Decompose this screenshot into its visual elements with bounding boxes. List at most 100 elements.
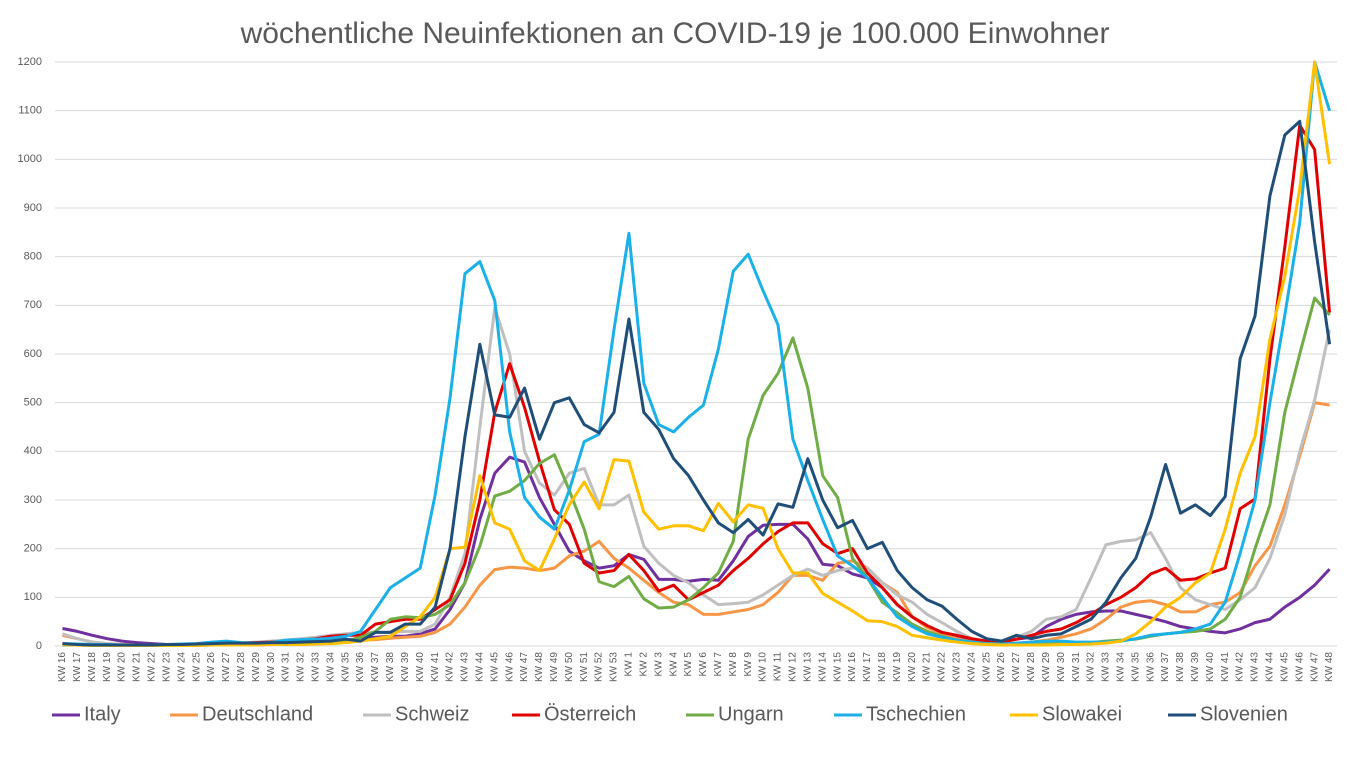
legend-label: Ungarn	[718, 703, 784, 725]
x-tick-label: KW 19	[892, 652, 903, 682]
legend-label: Tschechien	[866, 703, 966, 725]
y-tick-label: 1200	[18, 56, 42, 68]
x-tick-label: KW 31	[281, 652, 292, 682]
x-tick-label: KW 7	[713, 652, 724, 677]
x-tick-label: KW 42	[445, 652, 456, 682]
x-tick-label: KW 44	[1265, 652, 1276, 682]
x-tick-label: KW 42	[1235, 652, 1246, 682]
x-tick-label: KW 38	[385, 652, 396, 682]
legend-label: Österreich	[544, 703, 636, 725]
x-tick-label: KW 24	[176, 652, 187, 682]
x-tick-label: KW 47	[1309, 652, 1320, 682]
series-line	[62, 296, 1331, 648]
x-tick-label: KW 24	[966, 652, 977, 682]
x-tick-label: KW 21	[132, 652, 143, 682]
x-tick-label: KW 4	[668, 652, 679, 677]
legend-label: Italy	[84, 703, 121, 725]
legend-label: Slowakei	[1042, 703, 1122, 725]
x-tick-label: KW 30	[1056, 652, 1067, 682]
x-tick-label: KW 17	[862, 652, 873, 682]
x-tick-label: KW 13	[802, 652, 813, 682]
x-tick-label: KW 23	[952, 652, 963, 682]
x-tick-label: KW 29	[251, 652, 262, 682]
x-tick-label: KW 28	[1026, 652, 1037, 682]
y-tick-label: 400	[24, 445, 42, 457]
x-tick-label: KW 23	[161, 652, 172, 682]
y-tick-label: 0	[36, 640, 42, 652]
x-tick-label: KW 29	[1041, 652, 1052, 682]
x-tick-label: KW 36	[355, 652, 366, 682]
x-tick-label: KW 16	[847, 652, 858, 682]
y-tick-label: 700	[24, 299, 42, 311]
x-tick-label: KW 48	[534, 652, 545, 682]
x-tick-label: KW 21	[922, 652, 933, 682]
x-tick-label: KW 40	[1205, 652, 1216, 682]
x-tick-label: KW 47	[519, 652, 530, 682]
x-tick-label: KW 27	[1011, 652, 1022, 682]
x-tick-label: KW 17	[72, 652, 83, 682]
legend-label: Schweiz	[395, 703, 469, 725]
y-tick-label: 100	[24, 591, 42, 603]
x-tick-label: KW 33	[311, 652, 322, 682]
x-tick-label: KW 25	[191, 652, 202, 682]
x-tick-label: KW 8	[728, 652, 739, 677]
x-tick-label: KW 33	[1101, 652, 1112, 682]
x-tick-label: KW 28	[236, 652, 247, 682]
x-tick-label: KW 32	[1086, 652, 1097, 682]
x-tick-label: KW 16	[57, 652, 68, 682]
x-tick-label: KW 37	[1160, 652, 1171, 682]
x-tick-label: KW 22	[937, 652, 948, 682]
x-tick-label: KW 34	[1115, 652, 1126, 682]
x-tick-label: KW 39	[400, 652, 411, 682]
x-tick-label: KW 34	[325, 652, 336, 682]
x-tick-label: KW 43	[1250, 652, 1261, 682]
x-tick-label: KW 9	[743, 652, 754, 677]
y-tick-label: 1100	[18, 105, 42, 117]
x-tick-label: KW 25	[981, 652, 992, 682]
x-tick-label: KW 22	[147, 652, 158, 682]
x-tick-label: KW 41	[430, 652, 441, 682]
y-tick-label: 200	[24, 543, 42, 555]
x-tick-label: KW 31	[1071, 652, 1082, 682]
x-tick-label: KW 18	[877, 652, 888, 682]
y-tick-label: 500	[24, 397, 42, 409]
x-tick-label: KW 46	[1294, 652, 1305, 682]
x-tick-label: KW 35	[340, 652, 351, 682]
x-tick-label: KW 5	[683, 652, 694, 677]
x-tick-label: KW 44	[474, 652, 485, 682]
x-tick-label: KW 20	[117, 652, 128, 682]
x-tick-label: KW 14	[817, 652, 828, 682]
x-tick-label: KW 26	[996, 652, 1007, 682]
x-tick-label: KW 39	[1190, 652, 1201, 682]
x-tick-label: KW 41	[1220, 652, 1231, 682]
x-tick-label: KW 46	[504, 652, 515, 682]
x-tick-label: KW 12	[788, 652, 799, 682]
x-tick-label: KW 20	[907, 652, 918, 682]
x-tick-label: KW 48	[1324, 652, 1335, 682]
y-tick-label: 300	[24, 494, 42, 506]
series-line	[62, 123, 1332, 647]
y-tick-label: 800	[24, 251, 42, 263]
x-tick-label: KW 40	[415, 652, 426, 682]
x-tick-label: KW 37	[370, 652, 381, 682]
x-tick-label: KW 2	[638, 652, 649, 677]
legend-label: Deutschland	[202, 703, 313, 725]
x-tick-label: KW 45	[489, 652, 500, 682]
series-line	[62, 60, 1332, 648]
x-tick-label: KW 32	[296, 652, 307, 682]
y-tick-label: 600	[24, 348, 42, 360]
x-tick-label: KW 3	[653, 652, 664, 677]
x-tick-label: KW 10	[758, 652, 769, 682]
x-tick-label: KW 38	[1175, 652, 1186, 682]
x-tick-label: KW 15	[832, 652, 843, 682]
x-tick-label: KW 11	[773, 652, 784, 682]
series-line	[62, 119, 1332, 647]
x-tick-label: KW 43	[460, 652, 471, 682]
chart-title: wöchentliche Neuinfektionen an COVID-19 …	[240, 17, 1110, 50]
x-tick-label: KW 30	[266, 652, 277, 682]
x-tick-label: KW 50	[564, 652, 575, 682]
y-tick-label: 1000	[18, 153, 42, 165]
x-tick-label: KW 36	[1145, 652, 1156, 682]
legend-label: Slovenien	[1200, 703, 1288, 725]
